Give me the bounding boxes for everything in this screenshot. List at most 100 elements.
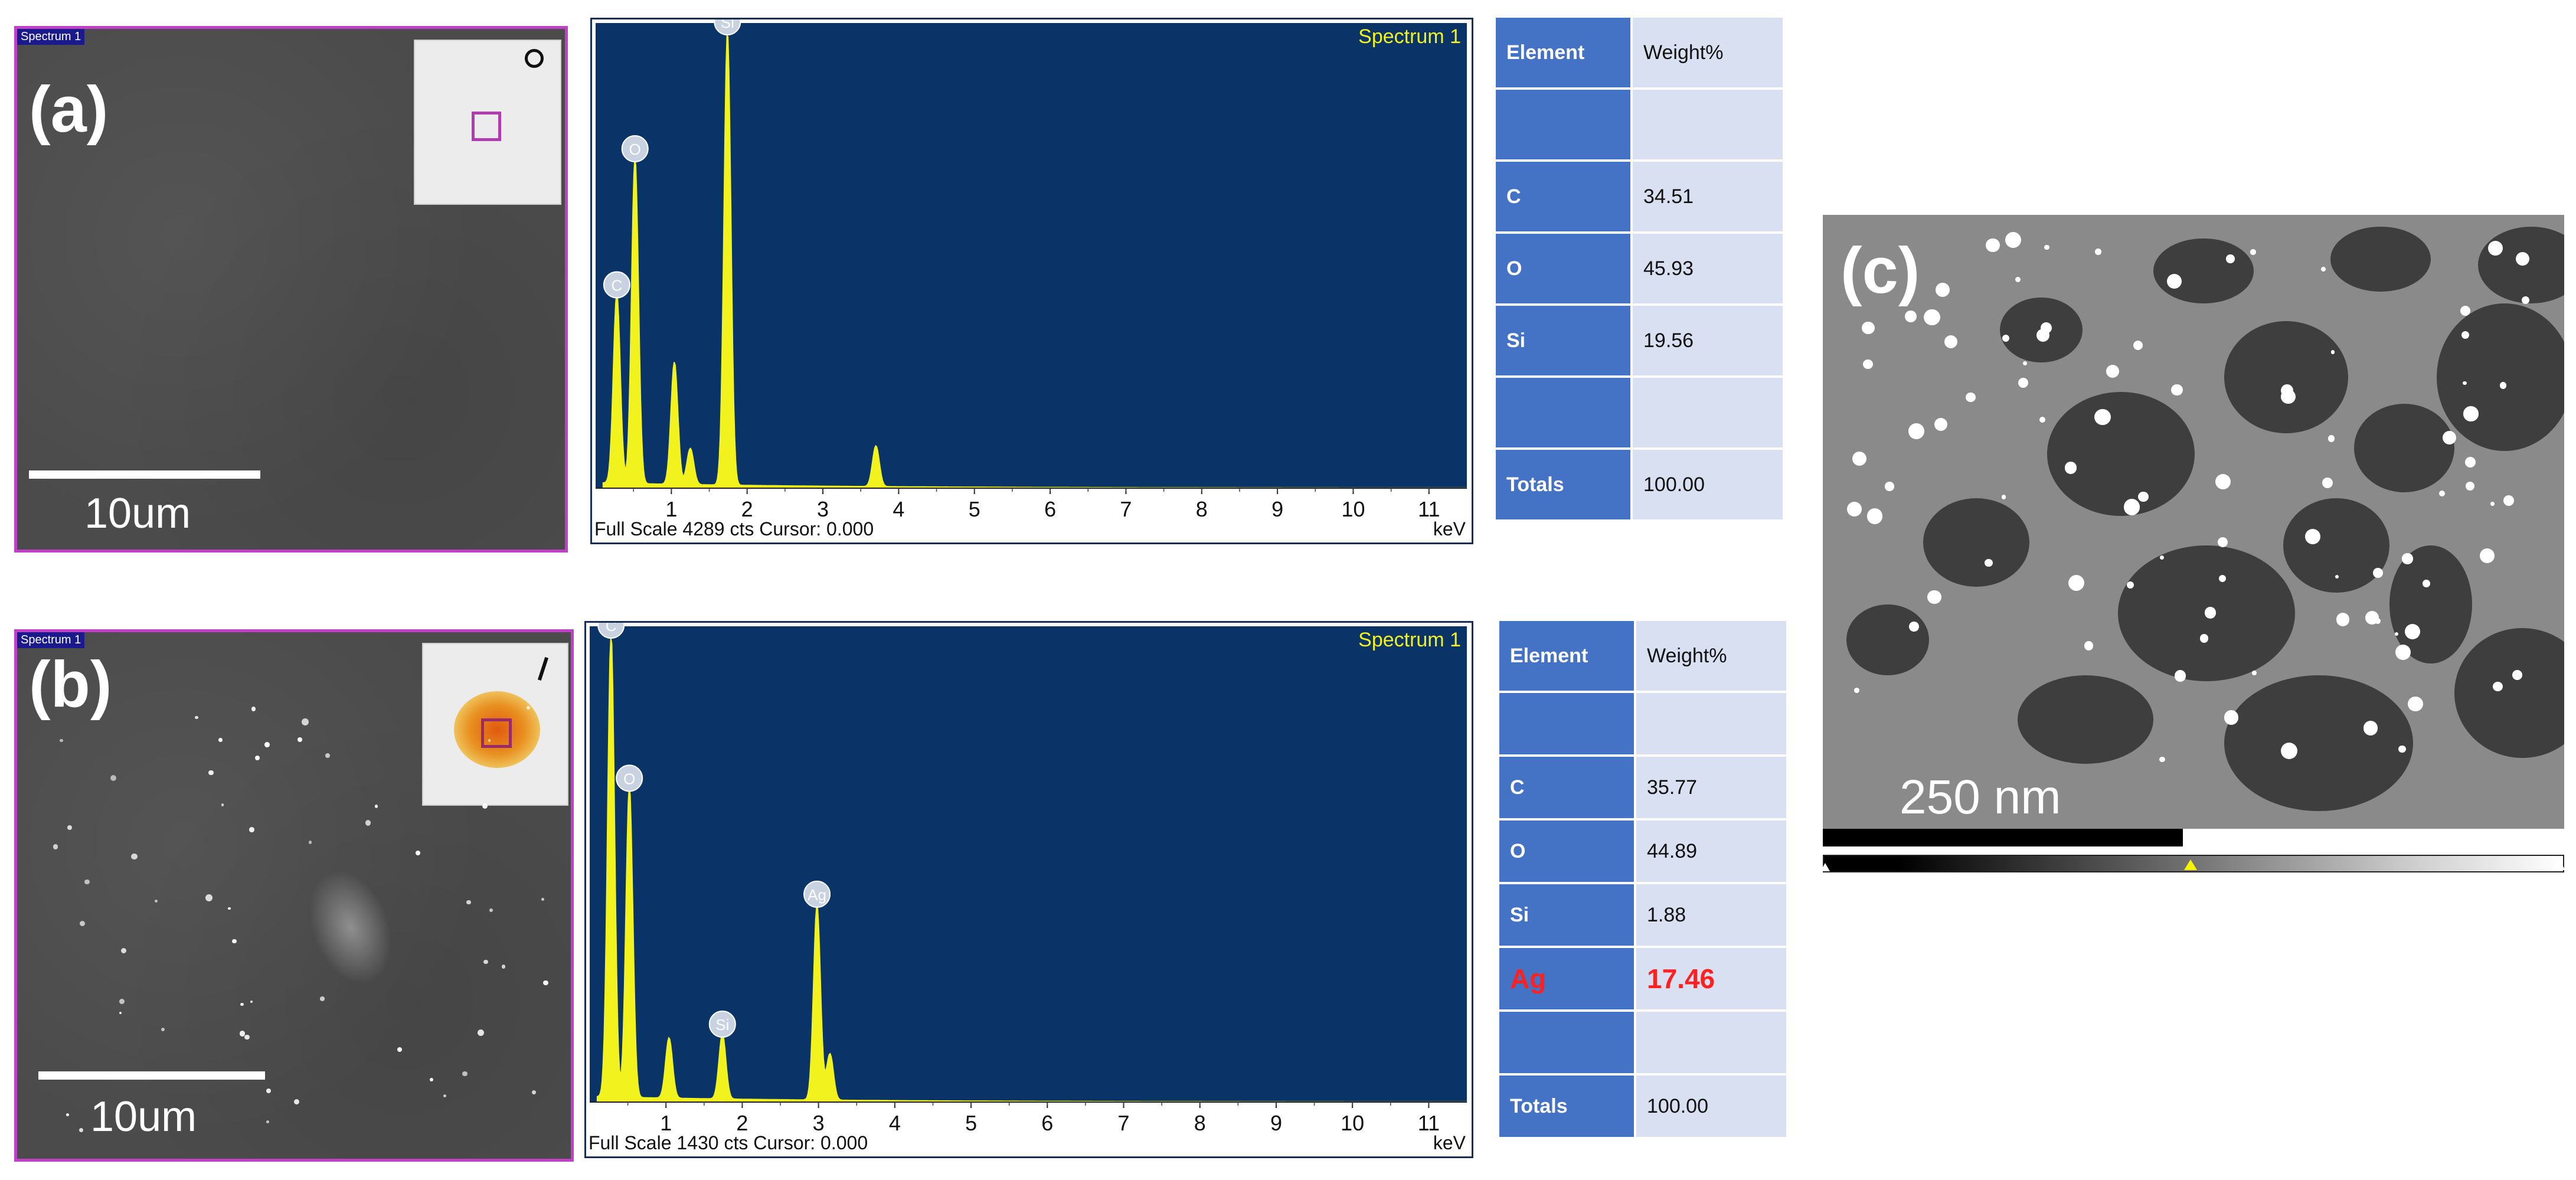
silver-nanoparticle (2521, 296, 2529, 305)
x-tick-label: 6 (1044, 497, 1056, 521)
header-element: Element (1496, 18, 1630, 87)
film-hole (2437, 303, 2564, 451)
row-element: O (1499, 821, 1634, 882)
silver-nanoparticle (2442, 431, 2457, 445)
silver-nanoparticle (2015, 277, 2021, 283)
silver-nanoparticle (2226, 254, 2235, 263)
nanoparticle (294, 1099, 300, 1105)
nanoparticle (154, 900, 158, 903)
nanoparticle (416, 850, 421, 855)
weight-table-a: Element Weight% C 34.51 O 45.93 Si 19.56 To… (1493, 15, 1785, 522)
inset-mark-icon (525, 49, 544, 68)
film-hole (2224, 675, 2413, 811)
silver-nanoparticle (2005, 232, 2021, 249)
nanoparticle (365, 820, 371, 826)
film-hole (2354, 404, 2454, 492)
nanoparticle (489, 908, 493, 913)
table-row (1496, 90, 1783, 159)
silver-nanoparticle (2480, 548, 2495, 564)
peak-label: Si (715, 1016, 729, 1034)
row-value (1636, 693, 1786, 754)
colorbar-marker-mid (2184, 859, 2197, 870)
nanoparticle (374, 805, 378, 808)
silver-nanoparticle (2466, 482, 2475, 491)
silver-nanoparticle (1965, 392, 1976, 403)
nanoparticle (205, 894, 213, 901)
x-tick-label: 9 (1271, 497, 1283, 521)
table-row: C 34.51 (1496, 162, 1783, 231)
nanoparticle (240, 1002, 244, 1006)
silver-nanoparticle (1944, 335, 1958, 349)
x-tick-label: 8 (1194, 1111, 1206, 1135)
silver-nanoparticle (2218, 574, 2226, 582)
nanoparticle (543, 980, 548, 986)
x-tick-label: 9 (1270, 1111, 1282, 1135)
row-element: O (1496, 234, 1630, 303)
table-row (1499, 1012, 1786, 1073)
nanoparticle (218, 737, 223, 742)
silver-nanoparticle (2408, 696, 2423, 711)
silver-nanoparticle (2402, 553, 2413, 564)
silver-nanoparticle (2106, 364, 2119, 378)
peak-label: Ag (808, 886, 826, 904)
silver-nanoparticle (2123, 498, 2140, 515)
peak-label: O (623, 770, 635, 787)
panel-letter-b: (b) (29, 648, 112, 721)
table-header-row: Element Weight% (1496, 18, 1783, 87)
silver-nanoparticle (2215, 474, 2231, 490)
table-row: Si 19.56 (1496, 306, 1783, 375)
x-tick-label: 1 (665, 497, 677, 521)
x-tick-label: 11 (1418, 497, 1440, 521)
panel-letter-c: (c) (1841, 234, 1920, 307)
film-hole (2018, 675, 2153, 764)
silver-nanoparticle (1863, 359, 1873, 370)
sample-inset-a (414, 40, 561, 205)
header-element: Element (1499, 621, 1634, 691)
silver-nanoparticle (2460, 305, 2471, 316)
film-hole (2330, 227, 2431, 292)
row-value: 100.00 (1633, 450, 1783, 519)
nanoparticle (161, 1027, 165, 1031)
row-value (1636, 1012, 1786, 1073)
table-header-row: Element Weight% (1499, 621, 1786, 691)
nanoparticle (195, 715, 198, 720)
silver-nanoparticle (2322, 478, 2333, 489)
table-row-highlight: Ag 17.46 (1499, 948, 1786, 1009)
nanoparticle (298, 737, 303, 742)
eds-spectrum-a: C O Si 1 2 3 4 5 6 7 8 9 10 11 Spectrum 1 Full Scale … (590, 18, 1473, 544)
silver-nanoparticle (1852, 452, 1866, 466)
spectrum-plot: C O Si Ag 1 2 3 4 5 6 7 8 9 10 11 (590, 623, 1467, 1135)
scale-bar-label: 10um (84, 490, 191, 537)
row-element (1496, 378, 1630, 447)
panel-letter-a: (a) (29, 73, 109, 146)
silver-nanoparticle (2463, 406, 2479, 421)
table-row (1496, 378, 1783, 447)
silver-nanoparticle (2280, 389, 2296, 404)
film-hole (2224, 321, 2348, 433)
nanoparticle (325, 753, 331, 759)
silver-nanoparticle (2094, 408, 2111, 426)
spectrum-title: Spectrum 1 (1358, 629, 1461, 651)
analysis-area-marker (472, 112, 501, 141)
silver-nanoparticle (2499, 382, 2507, 389)
spectrum-tag: Spectrum 1 (17, 632, 85, 648)
sem-image-a: Spectrum 1 (a) 10um (14, 26, 568, 553)
nanoparticle (239, 1031, 245, 1037)
silver-nanoparticle (2336, 613, 2350, 627)
x-tick-label: 7 (1118, 1111, 1130, 1135)
silver-nanoparticle (2068, 575, 2084, 591)
analysis-area-marker (481, 718, 512, 748)
nanoparticle (60, 738, 63, 742)
silver-nanoparticle (2490, 502, 2495, 506)
silver-nanoparticle (1862, 321, 1875, 335)
x-tick-label: 10 (1341, 497, 1365, 521)
spectrum-plot: C O Si 1 2 3 4 5 6 7 8 9 10 11 (596, 19, 1467, 521)
row-element (1499, 693, 1634, 754)
silver-nanoparticle (2002, 334, 2010, 342)
silver-nanoparticle (1847, 502, 1862, 517)
x-tick-label: 10 (1341, 1111, 1364, 1135)
x-tick-label: 4 (889, 1111, 901, 1135)
nanoparticle (266, 1120, 269, 1124)
silver-nanoparticle (2487, 241, 2503, 256)
silver-nanoparticle (1853, 687, 1859, 693)
